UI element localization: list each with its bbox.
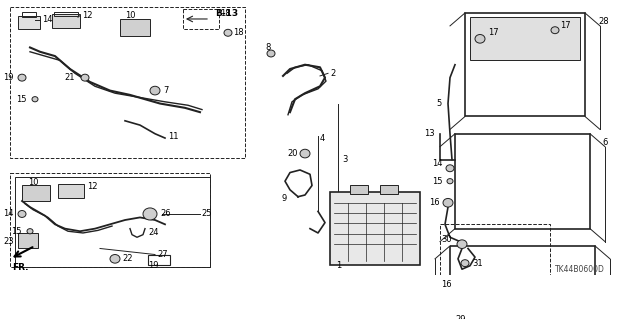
Bar	[15, 177, 210, 267]
Text: 16: 16	[442, 280, 452, 289]
Text: TK44B0600D: TK44B0600D	[555, 265, 605, 274]
Text: 11: 11	[168, 132, 179, 141]
Text: 13: 13	[424, 129, 435, 138]
Bar	[18, 16, 40, 29]
Bar	[18, 233, 38, 249]
Text: 22: 22	[122, 254, 132, 263]
Text: 21: 21	[65, 73, 75, 82]
Bar	[380, 186, 398, 194]
Circle shape	[18, 211, 26, 218]
Text: 28: 28	[598, 17, 609, 26]
Bar	[455, 134, 590, 229]
Text: 25: 25	[201, 210, 211, 219]
Text: 15: 15	[12, 227, 22, 236]
Bar	[120, 19, 150, 36]
Text: 30: 30	[442, 235, 452, 244]
Text: 14: 14	[433, 160, 443, 168]
Bar	[10, 173, 210, 267]
Text: 17: 17	[560, 21, 571, 30]
Text: 20: 20	[287, 149, 298, 158]
Bar	[350, 186, 368, 194]
Bar	[183, 9, 219, 29]
Circle shape	[143, 208, 157, 220]
Bar	[470, 17, 580, 60]
Text: 18: 18	[220, 9, 230, 18]
Bar	[440, 224, 550, 302]
Circle shape	[150, 86, 160, 95]
Text: 8: 8	[265, 43, 270, 52]
Text: 17: 17	[488, 28, 499, 37]
Circle shape	[81, 74, 89, 81]
Text: 2: 2	[330, 69, 335, 78]
Bar	[54, 12, 78, 16]
Text: 31: 31	[472, 259, 483, 268]
Circle shape	[267, 50, 275, 57]
Text: B-13: B-13	[215, 9, 238, 18]
Circle shape	[18, 74, 26, 81]
Bar	[10, 7, 245, 158]
Bar	[22, 12, 36, 17]
Bar	[465, 13, 585, 116]
Text: 14: 14	[42, 15, 52, 24]
Text: 5: 5	[436, 99, 442, 108]
Circle shape	[446, 165, 454, 172]
Text: 24: 24	[148, 228, 159, 237]
Text: 10: 10	[125, 11, 136, 20]
Circle shape	[110, 255, 120, 263]
Bar	[148, 255, 170, 265]
Text: 6: 6	[602, 138, 607, 147]
Text: 1: 1	[336, 261, 341, 270]
Text: 27: 27	[157, 250, 168, 259]
Text: 14: 14	[3, 210, 14, 219]
Text: 18: 18	[233, 28, 244, 37]
Text: 3: 3	[342, 155, 348, 164]
Circle shape	[551, 27, 559, 33]
Circle shape	[457, 240, 467, 249]
Text: 12: 12	[87, 182, 97, 191]
Bar	[22, 186, 50, 201]
Text: 7: 7	[163, 86, 168, 95]
Text: 4: 4	[320, 134, 325, 143]
Text: 19: 19	[3, 73, 14, 82]
Circle shape	[32, 97, 38, 102]
Text: 19: 19	[148, 261, 159, 270]
Text: 26: 26	[160, 210, 171, 219]
Circle shape	[461, 260, 469, 267]
Circle shape	[458, 281, 466, 288]
Circle shape	[475, 34, 485, 43]
Text: 10: 10	[28, 178, 38, 187]
Bar	[52, 14, 80, 28]
Bar	[450, 246, 595, 319]
Bar	[58, 184, 84, 197]
Text: 9: 9	[282, 194, 287, 203]
Text: FR.: FR.	[12, 263, 29, 272]
Circle shape	[447, 179, 453, 184]
Text: 23: 23	[3, 237, 14, 246]
Circle shape	[27, 229, 33, 234]
Circle shape	[443, 198, 453, 207]
Text: 15: 15	[17, 95, 27, 104]
Text: 12: 12	[82, 11, 93, 20]
Circle shape	[300, 149, 310, 158]
Text: 15: 15	[433, 177, 443, 186]
Circle shape	[224, 29, 232, 36]
Bar	[330, 191, 420, 265]
Text: 16: 16	[429, 198, 440, 207]
Text: 29: 29	[455, 315, 465, 319]
